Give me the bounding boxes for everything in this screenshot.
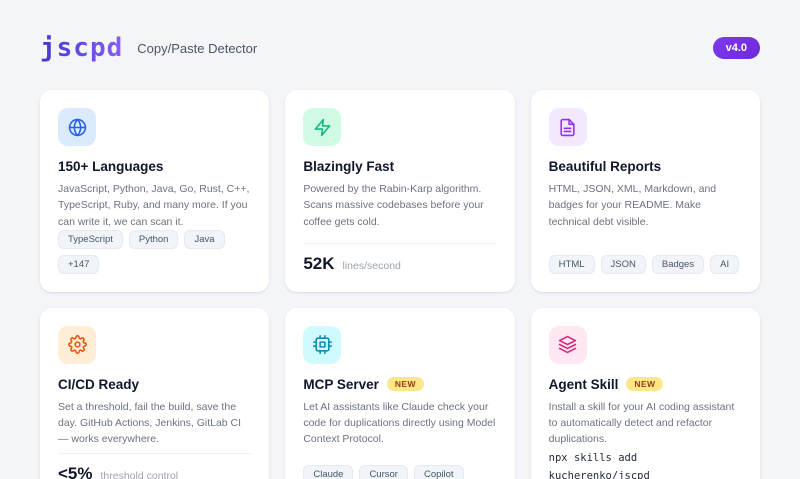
card-agent-skill: Agent Skill NEW Install a skill for your…	[530, 307, 760, 479]
tag-copilot: Copilot	[413, 464, 464, 479]
tag-html: HTML	[548, 254, 595, 274]
card-description: JavaScript, Python, Java, Go, Rust, C++,…	[58, 183, 250, 228]
gear-icon	[58, 325, 96, 364]
card-title: Agent Skill NEW	[549, 377, 742, 392]
report-format-tag-list: HTML JSON Badges AI	[548, 254, 742, 274]
language-tag-list: TypeScript Python Java +147	[58, 229, 251, 274]
tag-json: JSON	[600, 254, 646, 274]
layers-icon	[548, 325, 587, 364]
feature-grid: 150+ Languages JavaScript, Python, Java,…	[40, 90, 760, 479]
card-title-text: Agent Skill	[548, 376, 619, 392]
card-beautiful-reports: Beautiful Reports HTML, JSON, XML, Markd…	[530, 90, 760, 292]
version-badge: v4.0	[712, 37, 760, 59]
card-title: 150+ Languages	[58, 159, 251, 174]
card-title: Blazingly Fast	[303, 159, 496, 174]
card-description: Install a skill for your AI coding assis…	[548, 400, 735, 446]
tag-more-count: +147	[58, 254, 100, 274]
new-badge: NEW	[386, 377, 424, 392]
card-title-text: CI/CD Ready	[58, 376, 140, 392]
brand: jscpd Copy/Paste Detector	[40, 33, 257, 63]
lightning-bolt-icon	[303, 108, 342, 146]
card-description: Powered by the Rabin-Karp algorithm. Sca…	[303, 183, 484, 228]
card-description: HTML, JSON, XML, Markdown, and badges fo…	[548, 183, 717, 228]
tag-ai: AI	[710, 254, 740, 274]
card-title-text: 150+ Languages	[58, 159, 164, 174]
card-title: MCP Server NEW	[303, 377, 496, 392]
card-title: CI/CD Ready	[58, 377, 251, 392]
install-command-row: npx skills add kucherenko/jscpd	[549, 448, 742, 479]
stat-value: <5%	[58, 463, 93, 479]
card-description: Set a threshold, fail the build, save th…	[58, 400, 242, 446]
header: jscpd Copy/Paste Detector v4.0	[40, 0, 760, 90]
stat-value: 52K	[303, 253, 335, 273]
jscpd-logo: jscpd	[40, 33, 124, 63]
tag-claude: Claude	[303, 464, 354, 479]
new-badge: NEW	[626, 377, 664, 392]
tag-typescript: TypeScript	[58, 229, 123, 249]
page-subtitle: Copy/Paste Detector	[137, 40, 258, 56]
globe-icon	[58, 108, 96, 146]
cpu-icon	[303, 325, 342, 364]
card-blazingly-fast: Blazingly Fast Powered by the Rabin-Karp…	[285, 90, 515, 292]
tag-python: Python	[128, 229, 179, 249]
threshold-stat: <5% threshold control	[58, 452, 252, 479]
card-description: Let AI assistants like Claude check your…	[303, 400, 496, 446]
card-mcp-server: MCP Server NEW Let AI assistants like Cl…	[285, 307, 515, 479]
card-cicd-ready: CI/CD Ready Set a threshold, fail the bu…	[40, 307, 270, 479]
card-title: Beautiful Reports	[549, 159, 742, 174]
tag-java: Java	[184, 229, 225, 249]
speed-stat: 52K lines/second	[303, 242, 497, 274]
card-title-text: Beautiful Reports	[548, 159, 662, 174]
assistant-tag-list: Claude Cursor Copilot	[303, 464, 496, 479]
stat-label: lines/second	[342, 259, 401, 272]
stat-label: threshold control	[100, 469, 179, 479]
card-title-text: Blazingly Fast	[303, 159, 395, 174]
report-document-icon	[548, 108, 587, 146]
card-150-languages: 150+ Languages JavaScript, Python, Java,…	[40, 90, 270, 292]
card-title-text: MCP Server	[303, 376, 379, 392]
tag-badges: Badges	[651, 254, 705, 274]
tag-cursor: Cursor	[359, 464, 408, 479]
install-command: npx skills add kucherenko/jscpd	[548, 451, 650, 479]
